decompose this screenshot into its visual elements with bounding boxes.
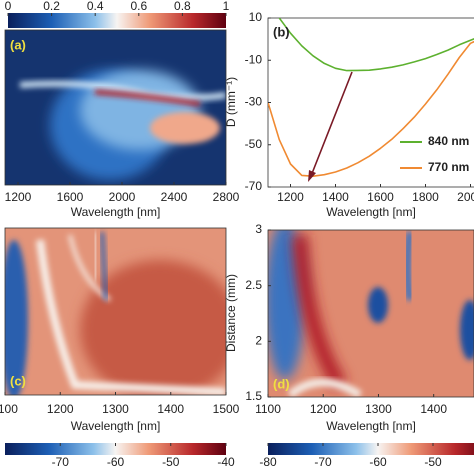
colorbar-tick-label: 0.2 (43, 0, 60, 13)
x-axis-label: Wavelength [nm] (326, 419, 416, 433)
curves (268, 18, 474, 177)
x-tick-label: 1500 (213, 402, 240, 416)
plot-frame (4, 29, 227, 186)
y-tick-label: -50 (245, 137, 263, 151)
panel-label: (c) (10, 373, 26, 388)
y-tick-label: 2.5 (245, 278, 262, 292)
x-tick-label: 1200 (5, 190, 32, 204)
x-tick-label: 2000 (457, 190, 474, 204)
x-tick-label: 1200 (277, 190, 304, 204)
colorbar-tick-label: -60 (369, 455, 387, 469)
arrow (310, 71, 353, 177)
x-tick-label: 1100 (0, 402, 18, 416)
x-tick-label: 1100 (255, 402, 281, 416)
y-tick-label: 1.5 (245, 389, 262, 403)
y-tick-label: -10 (245, 52, 263, 66)
colorbar-tick-label: -50 (162, 455, 180, 469)
x-axis-label: Wavelength [nm] (71, 419, 161, 433)
colorbar-tick-label: 0.4 (87, 0, 104, 13)
x-tick-label: 1300 (102, 402, 129, 416)
x-tick-label: 1600 (367, 190, 394, 204)
y-tick-label: 10 (249, 10, 263, 24)
x-tick-label: 2000 (109, 190, 136, 204)
arrowhead (308, 170, 316, 182)
heatmap-field (5, 30, 226, 185)
plot-frame (267, 229, 474, 398)
heatmap-field (5, 228, 226, 395)
y-tick-label: -70 (245, 179, 263, 193)
x-tick-label: 2800 (213, 190, 240, 204)
x-axis-label: Wavelength [nm] (326, 205, 416, 219)
x-tick-label: 1400 (322, 190, 349, 204)
x-tick-label: 1800 (412, 190, 439, 204)
series-line (278, 18, 474, 72)
panel-label: (a) (10, 37, 26, 52)
x-tick-label: 1300 (365, 402, 392, 416)
x-tick-label: 1200 (47, 402, 74, 416)
colorbar-tick-label: -70 (52, 455, 70, 469)
colorbar-tick-label: 1 (223, 0, 230, 13)
panel-label: (d) (273, 376, 290, 391)
x-tick-label: 2400 (161, 190, 188, 204)
colorbar-tick-label: 0.6 (130, 0, 147, 13)
y-axis-label: Distance (mm) (224, 274, 238, 352)
x-tick-label: 1400 (157, 402, 184, 416)
y-tick-label: -30 (245, 95, 263, 109)
y-tick-label: 3 (255, 222, 262, 236)
panel-label: (b) (273, 24, 290, 39)
colorbar (8, 13, 226, 28)
series-line (268, 40, 474, 177)
colorbar-tick-label: 0.8 (174, 0, 191, 13)
x-tick-label: 1400 (420, 402, 447, 416)
y-axis-label: D (mm⁻¹) (224, 77, 238, 127)
legend-label: 840 nm (428, 134, 469, 148)
x-tick-label: 1200 (310, 402, 337, 416)
x-axis-label: Wavelength [nm] (71, 205, 161, 219)
legend-label: 770 nm (428, 160, 469, 174)
colorbar-tick-label: -40 (217, 455, 235, 469)
colorbar-tick-label: -70 (314, 455, 332, 469)
colorbar (268, 443, 474, 455)
y-tick-label: 2 (255, 334, 262, 348)
colorbar-tick-label: -50 (424, 455, 442, 469)
colorbar-tick-label: -80 (259, 455, 277, 469)
x-tick-label: 1600 (57, 190, 84, 204)
heatmap-field (268, 230, 474, 397)
colorbar-tick-label: -60 (107, 455, 125, 469)
colorbar-tick-label: 0 (5, 0, 12, 13)
